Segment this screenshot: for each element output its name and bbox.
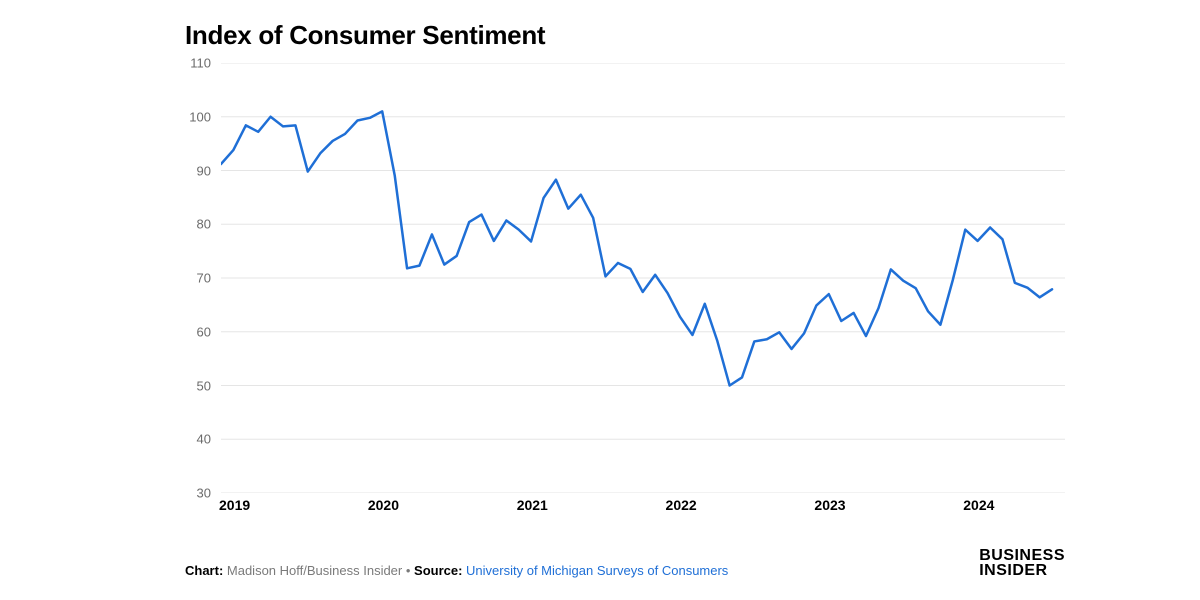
y-tick-label: 110 <box>190 56 211 71</box>
x-tick-label: 2019 <box>219 497 250 513</box>
x-axis: 2019 2020 2021 2022 2023 2024 <box>221 497 1065 521</box>
x-tick-label: 2020 <box>368 497 399 513</box>
y-tick-label: 70 <box>197 271 211 286</box>
y-tick-label: 40 <box>197 432 211 447</box>
y-tick-label: 90 <box>197 163 211 178</box>
chart-credit: Chart: Madison Hoff/Business Insider • S… <box>185 563 728 578</box>
x-tick-label: 2024 <box>963 497 994 513</box>
credit-chart-label: Chart: <box>185 563 223 578</box>
y-tick-label: 30 <box>197 486 211 501</box>
credit-source-label: Source: <box>410 563 466 578</box>
credit-source-link[interactable]: University of Michigan Surveys of Consum… <box>466 563 728 578</box>
y-tick-label: 50 <box>197 378 211 393</box>
y-tick-label: 80 <box>197 217 211 232</box>
plot-area <box>221 63 1065 493</box>
chart-title: Index of Consumer Sentiment <box>185 20 1065 51</box>
y-tick-label: 100 <box>189 109 211 124</box>
credit-author: Madison Hoff/Business Insider <box>223 563 406 578</box>
x-tick-label: 2021 <box>517 497 548 513</box>
logo-line-1: BUSINESS <box>979 548 1065 563</box>
y-axis: 30405060708090100110 <box>185 63 217 523</box>
business-insider-logo: BUSINESS INSIDER <box>979 548 1065 578</box>
chart-area: 30405060708090100110 2019202020212022202… <box>185 63 1065 523</box>
y-tick-label: 60 <box>197 324 211 339</box>
logo-line-2: INSIDER <box>979 563 1065 578</box>
x-tick-label: 2022 <box>666 497 697 513</box>
line-chart-svg <box>221 63 1065 493</box>
x-tick-label: 2023 <box>814 497 845 513</box>
sentiment-line <box>221 111 1052 385</box>
chart-footer: Chart: Madison Hoff/Business Insider • S… <box>185 548 1065 578</box>
